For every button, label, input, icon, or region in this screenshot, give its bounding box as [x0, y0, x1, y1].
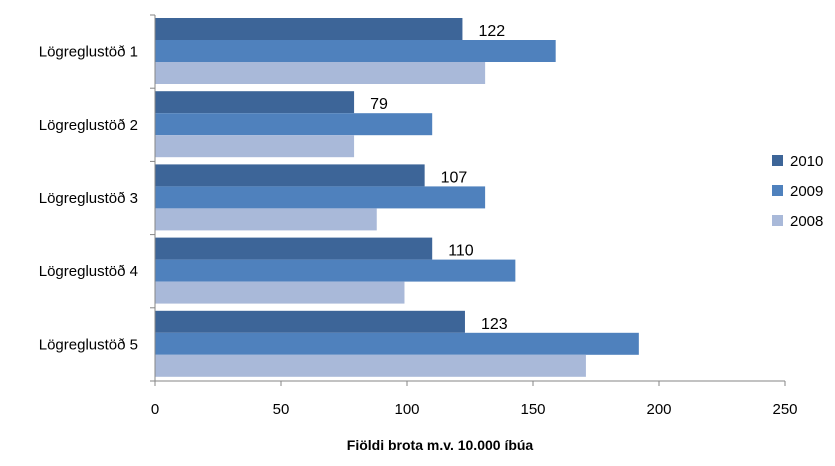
x-tick-label: 50 — [273, 401, 290, 418]
category-label: Lögreglustöð 1 — [39, 44, 138, 61]
legend-label-2008: 2008 — [790, 213, 823, 230]
bar-2008-2 — [155, 135, 355, 158]
x-tick-label: 0 — [151, 401, 159, 418]
axes-layer: 0 50 100 150 200 250 — [150, 14, 798, 418]
bar-2008-1 — [155, 62, 486, 84]
bar-2010-2 — [155, 91, 355, 114]
bar-2008-3 — [155, 208, 377, 231]
x-tick-label: 200 — [646, 401, 671, 418]
x-tick-label: 250 — [772, 401, 797, 418]
category-label: Lögreglustöð 5 — [39, 336, 138, 353]
bar-2009-4 — [155, 259, 516, 282]
legend-swatch-2009 — [772, 185, 783, 196]
category-label: Lögreglustöð 4 — [39, 263, 138, 280]
bar-2009-3 — [155, 186, 486, 209]
bar-2010-1 — [155, 18, 463, 40]
x-axis-title: Fiöldi brota m.v. 10.000 íbúa — [347, 437, 534, 453]
x-tick-label: 100 — [394, 401, 419, 418]
bar-2009-2 — [155, 113, 433, 136]
bar-2010-5 — [155, 310, 465, 333]
data-label: 107 — [441, 169, 468, 186]
bar-2009-1 — [155, 40, 556, 62]
x-tick-label: 150 — [520, 401, 545, 418]
data-label: 110 — [448, 243, 474, 260]
legend-swatch-2010 — [772, 155, 783, 166]
bars-layer — [155, 18, 639, 377]
bar-2010-4 — [155, 237, 433, 260]
bar-2010-3 — [155, 164, 425, 187]
data-label: 123 — [481, 316, 508, 333]
bar-2008-5 — [155, 354, 586, 377]
bar-2008-4 — [155, 281, 405, 304]
data-label: 79 — [370, 96, 388, 113]
bar-2009-5 — [155, 332, 639, 355]
legend-label-2010: 2010 — [790, 153, 823, 170]
data-labels-layer: Lögreglustöð 1 Lögreglustöð 2 Lögreglustöð… — [39, 23, 508, 353]
category-label: Lögreglustöð 3 — [39, 190, 138, 207]
legend: 2010 2009 2008 — [772, 153, 823, 230]
legend-label-2009: 2009 — [790, 183, 823, 200]
data-label: 122 — [478, 23, 505, 40]
legend-swatch-2008 — [772, 215, 783, 226]
category-label: Lögreglustöð 2 — [39, 117, 138, 134]
